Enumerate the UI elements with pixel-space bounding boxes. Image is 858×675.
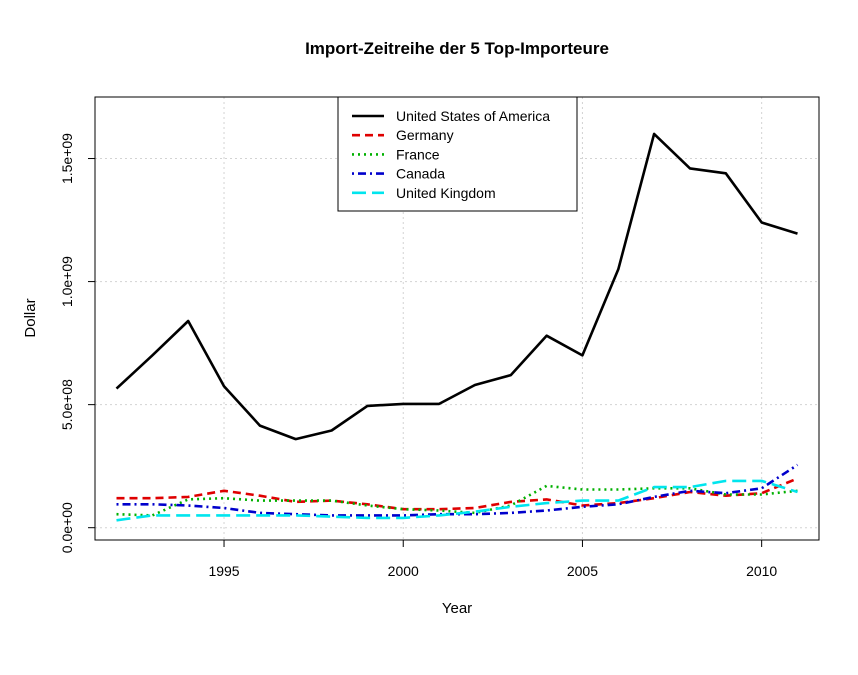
series-line-0: [115, 132, 798, 441]
legend-label: Germany: [396, 127, 454, 143]
legend-label: United States of America: [396, 108, 550, 124]
series-line-3: [116, 463, 799, 517]
y-tick-label: 0.0e+00: [59, 502, 75, 553]
legend: United States of America Germany France Can…: [337, 96, 578, 212]
axes: 1995 2000 2005 2010 0.0e+00 5.0e+08 1.0e+09 1.5…: [59, 133, 777, 579]
x-tick-label: 2010: [746, 563, 777, 579]
legend-label: Canada: [396, 166, 445, 182]
series-line-4: [116, 479, 798, 522]
series-layer: [115, 132, 799, 522]
x-axis-label: Year: [442, 600, 472, 617]
legend-label: France: [396, 146, 440, 162]
x-tick-label: 2005: [567, 563, 598, 579]
y-tick-label: 1.0e+09: [59, 256, 75, 307]
x-tick-label: 1995: [208, 563, 239, 579]
series-line-2: [116, 484, 798, 517]
chart-title: Import-Zeitreihe der 5 Top-Importeure: [305, 39, 609, 58]
legend-label: United Kingdom: [396, 185, 496, 201]
series-line-1: [116, 477, 798, 511]
x-tick-label: 2000: [388, 563, 419, 579]
y-axis-label: Dollar: [22, 298, 39, 337]
y-tick-label: 1.5e+09: [59, 133, 75, 184]
y-tick-label: 5.0e+08: [59, 379, 75, 430]
